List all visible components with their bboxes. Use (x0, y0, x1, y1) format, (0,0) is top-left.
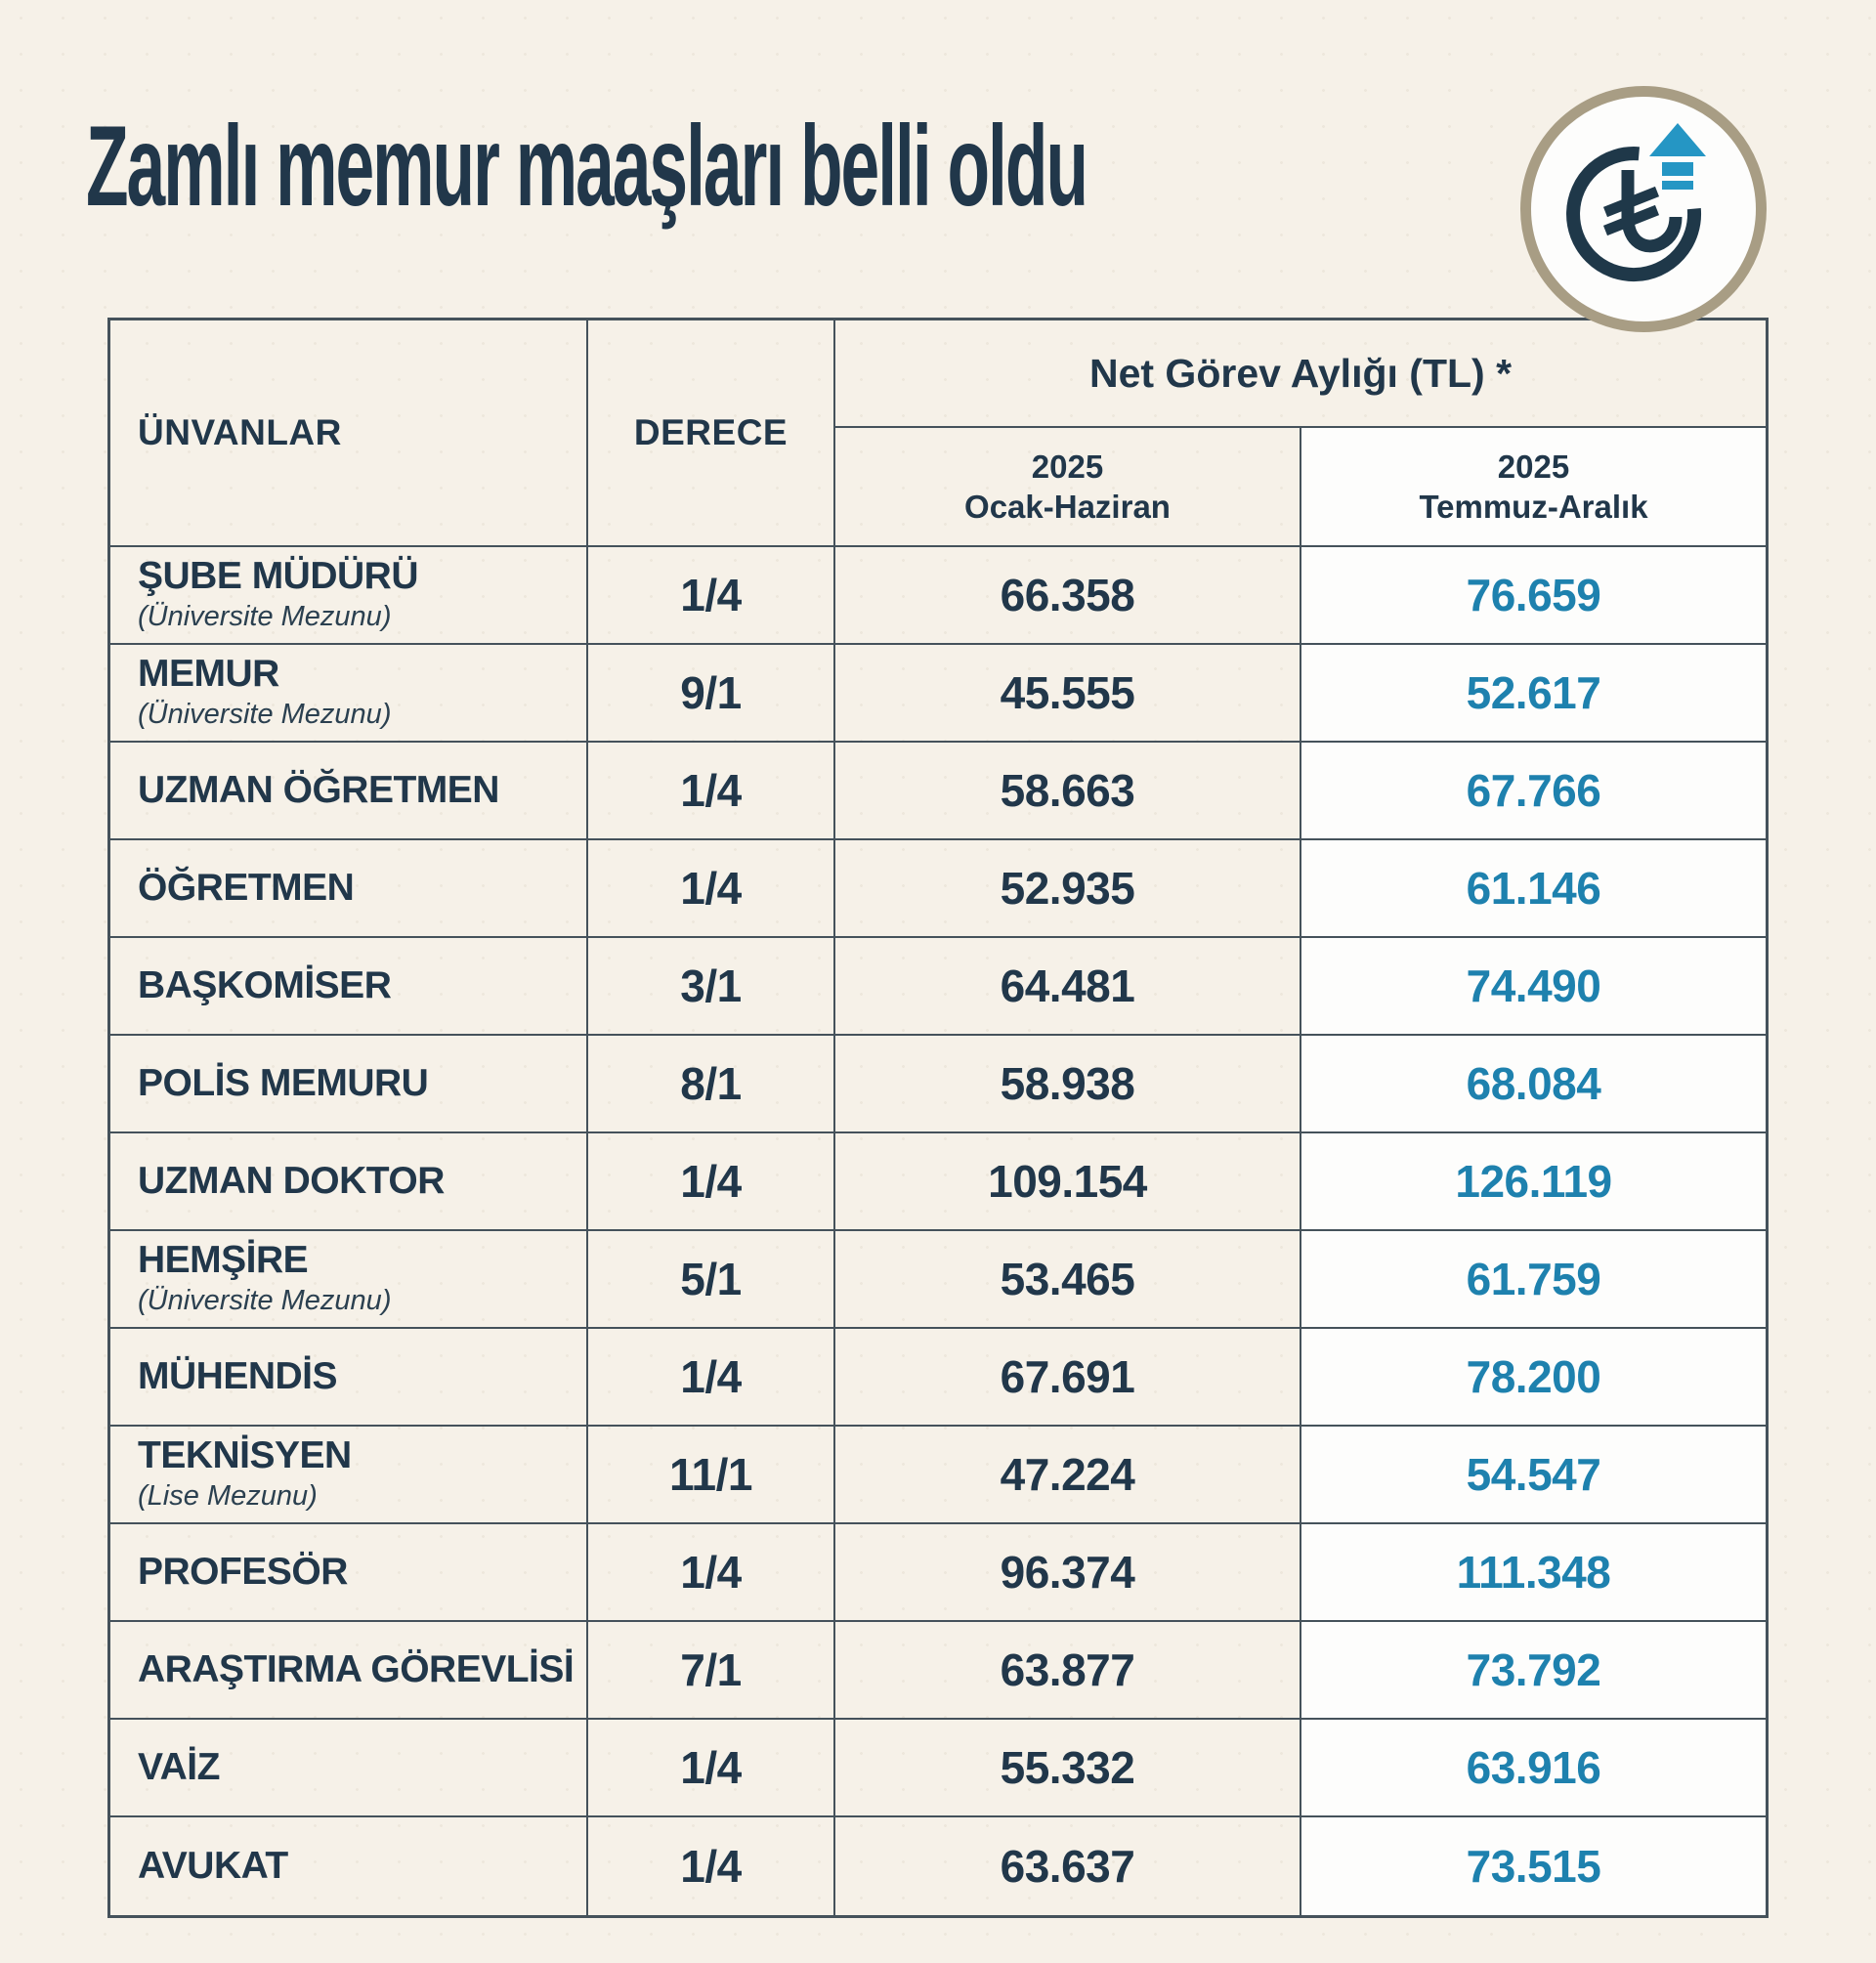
temmuz-aralik-cell: 74.490 (1301, 938, 1766, 1036)
unvan-subtitle: (Üniversite Mezunu) (138, 699, 392, 731)
derece-cell: 1/4 (588, 1817, 835, 1915)
temmuz-aralik-cell: 76.659 (1301, 547, 1766, 645)
page-title: Zamlı memur maaşları belli oldu (86, 102, 1088, 230)
derece-cell: 1/4 (588, 1524, 835, 1622)
arc-icon (1566, 147, 1702, 282)
unvan-label: ÖĞRETMEN (138, 866, 355, 909)
unvan-cell: ARAŞTIRMA GÖREVLİSİ (110, 1622, 588, 1720)
header-ocak-year: 2025 (1031, 448, 1104, 485)
derece-cell: 1/4 (588, 743, 835, 840)
temmuz-aralik-cell: 73.792 (1301, 1622, 1766, 1720)
temmuz-aralik-cell: 78.200 (1301, 1329, 1766, 1427)
up-arrow-icon (1649, 123, 1706, 190)
unvan-label: PROFESÖR (138, 1550, 348, 1593)
unvan-cell: ŞUBE MÜDÜRÜ (Üniversite Mezunu) (110, 547, 588, 645)
ocak-haziran-cell: 58.938 (835, 1036, 1301, 1133)
unvan-label: TEKNİSYEN (138, 1434, 352, 1477)
header-temmuz-aralik: 2025 Temmuz-Aralık (1301, 428, 1766, 547)
ocak-haziran-cell: 45.555 (835, 645, 1301, 743)
temmuz-aralik-cell: 52.617 (1301, 645, 1766, 743)
unvan-label: POLİS MEMURU (138, 1061, 429, 1104)
ocak-haziran-cell: 63.877 (835, 1622, 1301, 1720)
header-ocak-label: Ocak-Haziran (964, 489, 1171, 525)
derece-cell: 9/1 (588, 645, 835, 743)
unvan-cell: VAİZ (110, 1720, 588, 1817)
unvan-subtitle: (Üniversite Mezunu) (138, 1285, 392, 1317)
temmuz-aralik-cell: 61.146 (1301, 840, 1766, 938)
derece-cell: 1/4 (588, 1720, 835, 1817)
temmuz-aralik-cell: 54.547 (1301, 1427, 1766, 1524)
ocak-haziran-cell: 58.663 (835, 743, 1301, 840)
unvan-label: MEMUR (138, 653, 279, 696)
header-group-label: Net Görev Aylığı (TL) * (1088, 350, 1513, 396)
ocak-haziran-cell: 63.637 (835, 1817, 1301, 1915)
header-derece-label: DERECE (633, 412, 789, 452)
ocak-haziran-cell: 96.374 (835, 1524, 1301, 1622)
derece-cell: 1/4 (588, 1329, 835, 1427)
derece-cell: 1/4 (588, 840, 835, 938)
salary-table: ÜNVANLAR DERECE Net Görev Aylığı (TL) * … (107, 318, 1769, 1918)
unvan-subtitle: (Üniversite Mezunu) (138, 601, 392, 633)
unvan-label: VAİZ (138, 1745, 220, 1788)
unvan-label: HEMŞİRE (138, 1239, 309, 1282)
ocak-haziran-cell: 53.465 (835, 1231, 1301, 1329)
temmuz-aralik-cell: 68.084 (1301, 1036, 1766, 1133)
header-net-gorev-ayligi: Net Görev Aylığı (TL) * (835, 320, 1766, 428)
derece-cell: 11/1 (588, 1427, 835, 1524)
unvan-cell: PROFESÖR (110, 1524, 588, 1622)
unvan-cell: HEMŞİRE (Üniversite Mezunu) (110, 1231, 588, 1329)
unvan-label: UZMAN DOKTOR (138, 1159, 445, 1202)
temmuz-aralik-cell: 126.119 (1301, 1133, 1766, 1231)
ocak-haziran-cell: 47.224 (835, 1427, 1301, 1524)
derece-cell: 8/1 (588, 1036, 835, 1133)
temmuz-aralik-cell: 63.916 (1301, 1720, 1766, 1817)
ocak-haziran-cell: 67.691 (835, 1329, 1301, 1427)
header-unvanlar: ÜNVANLAR (110, 320, 588, 547)
unvan-label: MÜHENDİS (138, 1354, 338, 1397)
derece-cell: 5/1 (588, 1231, 835, 1329)
temmuz-aralik-cell: 67.766 (1301, 743, 1766, 840)
ocak-haziran-cell: 109.154 (835, 1133, 1301, 1231)
unvan-cell: UZMAN DOKTOR (110, 1133, 588, 1231)
unvan-cell: TEKNİSYEN (Lise Mezunu) (110, 1427, 588, 1524)
unvan-cell: MÜHENDİS (110, 1329, 588, 1427)
unvan-label: ŞUBE MÜDÜRÜ (138, 555, 419, 598)
unvan-label: BAŞKOMİSER (138, 963, 392, 1006)
unvan-label: UZMAN ÖĞRETMEN (138, 768, 499, 811)
unvan-cell: BAŞKOMİSER (110, 938, 588, 1036)
header-derece: DERECE (588, 320, 835, 547)
temmuz-aralik-cell: 61.759 (1301, 1231, 1766, 1329)
derece-cell: 7/1 (588, 1622, 835, 1720)
derece-cell: 1/4 (588, 1133, 835, 1231)
temmuz-aralik-cell: 73.515 (1301, 1817, 1766, 1915)
ocak-haziran-cell: 66.358 (835, 547, 1301, 645)
unvan-subtitle: (Lise Mezunu) (138, 1480, 318, 1513)
ocak-haziran-cell: 64.481 (835, 938, 1301, 1036)
header-temmuz-year: 2025 (1497, 448, 1570, 485)
derece-cell: 3/1 (588, 938, 835, 1036)
lira-symbol-icon (1602, 170, 1683, 253)
unvan-cell: AVUKAT (110, 1817, 588, 1915)
ocak-haziran-cell: 52.935 (835, 840, 1301, 938)
temmuz-aralik-cell: 111.348 (1301, 1524, 1766, 1622)
header-ocak-haziran: 2025 Ocak-Haziran (835, 428, 1301, 547)
lira-badge (1520, 86, 1767, 332)
unvan-label: ARAŞTIRMA GÖREVLİSİ (138, 1647, 575, 1690)
header-temmuz-label: Temmuz-Aralık (1419, 489, 1648, 525)
unvan-label: AVUKAT (138, 1844, 288, 1887)
lira-circle-up-icon (1566, 123, 1706, 282)
unvan-cell: ÖĞRETMEN (110, 840, 588, 938)
unvan-cell: UZMAN ÖĞRETMEN (110, 743, 588, 840)
unvan-cell: POLİS MEMURU (110, 1036, 588, 1133)
ocak-haziran-cell: 55.332 (835, 1720, 1301, 1817)
derece-cell: 1/4 (588, 547, 835, 645)
header-unvanlar-label: ÜNVANLAR (138, 412, 342, 452)
unvan-cell: MEMUR (Üniversite Mezunu) (110, 645, 588, 743)
